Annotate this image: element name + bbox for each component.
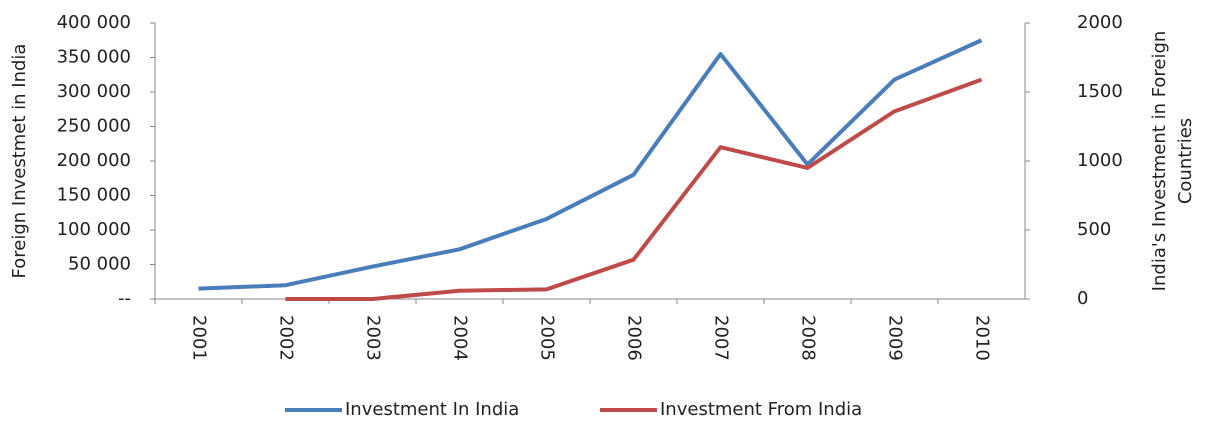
y-tick-label: 100 000 (57, 219, 131, 240)
x-tick-label: 2002 (276, 315, 297, 361)
x-tick-label: 2009 (885, 315, 906, 361)
y-tick-label: 50 000 (68, 254, 131, 275)
legend-label: Investment From India (660, 399, 862, 420)
y-tick-label: 200 000 (57, 150, 131, 171)
y-tick-label: -- (118, 288, 131, 309)
y-tick-label: 400 000 (57, 12, 131, 33)
y-axis-title: Foreign Investmet in India (9, 44, 30, 279)
x-tick-label: 2006 (624, 315, 645, 361)
y2-tick-label: 500 (1077, 219, 1111, 240)
x-tick-label: 2005 (537, 315, 558, 361)
x-tick-label: 2001 (189, 315, 210, 361)
x-tick-label: 2010 (972, 315, 993, 361)
y2-tick-label: 1500 (1077, 81, 1123, 102)
series-line (198, 38, 983, 291)
y-tick-label: 300 000 (57, 81, 131, 102)
y2-axis-title: India's Investment in Foreign (1149, 31, 1170, 292)
legend-label: Investment In India (345, 399, 519, 420)
x-tick-label: 2003 (363, 315, 384, 361)
y2-axis-title: Countries (1175, 118, 1196, 204)
y-tick-label: 350 000 (57, 47, 131, 68)
y2-tick-label: 2000 (1077, 12, 1123, 33)
y-tick-label: 150 000 (57, 185, 131, 206)
y-tick-label: 250 000 (57, 116, 131, 137)
y2-tick-label: 1000 (1077, 150, 1123, 171)
x-tick-label: 2007 (711, 315, 732, 361)
x-tick-label: 2008 (798, 315, 819, 361)
series-line (285, 77, 983, 301)
x-tick-label: 2004 (450, 315, 471, 361)
y2-tick-label: 0 (1077, 288, 1088, 309)
